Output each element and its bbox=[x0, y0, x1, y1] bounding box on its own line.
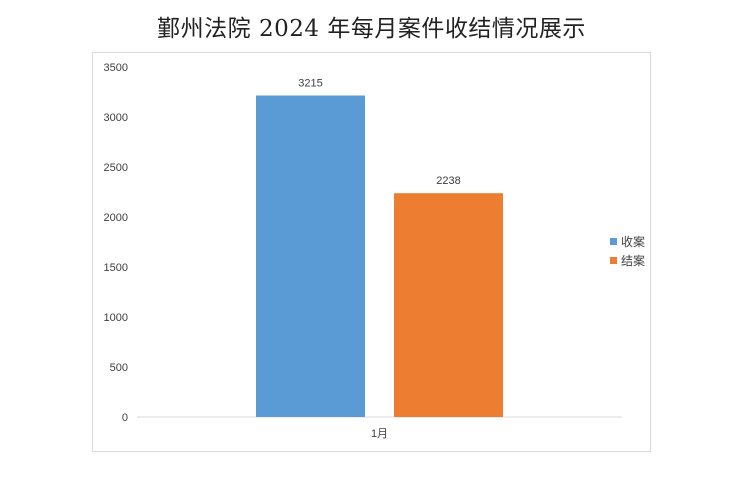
legend-swatch bbox=[610, 238, 617, 245]
y-tick-label: 1000 bbox=[104, 312, 128, 324]
bar-received bbox=[256, 95, 365, 417]
bar-closed bbox=[394, 193, 503, 417]
chart-frame bbox=[92, 52, 651, 452]
chart-title: 鄞州法院 2024 年每月案件收结情况展示 bbox=[157, 16, 586, 42]
data-label: 2238 bbox=[436, 175, 460, 187]
legend-label: 收案 bbox=[621, 234, 645, 249]
legend-swatch bbox=[610, 257, 617, 264]
y-tick-label: 2000 bbox=[104, 212, 128, 224]
x-tick-label: 1月 bbox=[371, 428, 388, 440]
data-label: 3215 bbox=[298, 78, 322, 90]
y-tick-label: 3500 bbox=[104, 62, 128, 74]
y-axis: 0 500 1000 1500 2000 2500 3000 3500 bbox=[104, 62, 128, 424]
legend-label: 结案 bbox=[621, 253, 645, 268]
y-tick-label: 1500 bbox=[104, 262, 128, 274]
bars: 3215 2238 bbox=[256, 78, 503, 417]
y-tick-label: 500 bbox=[110, 362, 128, 374]
y-tick-label: 2500 bbox=[104, 162, 128, 174]
y-tick-label: 0 bbox=[122, 412, 128, 424]
x-axis: 1月 bbox=[371, 428, 388, 440]
y-tick-label: 3000 bbox=[104, 112, 128, 124]
